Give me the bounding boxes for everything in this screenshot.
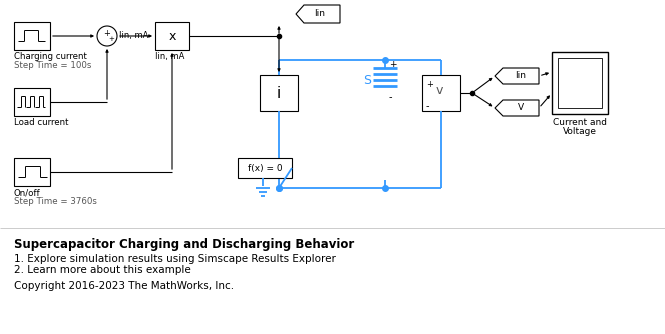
Text: f(x) = 0: f(x) = 0	[247, 164, 283, 172]
Text: Voltage: Voltage	[563, 127, 597, 136]
Text: Iin, mA: Iin, mA	[119, 31, 148, 40]
Text: Step Time = 100s: Step Time = 100s	[14, 61, 91, 70]
Text: +: +	[389, 60, 396, 69]
Text: Iin: Iin	[315, 9, 325, 18]
Text: x: x	[168, 29, 176, 42]
Text: v: v	[436, 85, 443, 98]
Bar	[422, 75, 460, 111]
Bar	[260, 75, 298, 111]
Text: Iin, mA: Iin, mA	[155, 52, 184, 61]
Text: -: -	[389, 92, 392, 102]
Text: Charging current: Charging current	[14, 52, 87, 61]
Bar	[14, 158, 50, 186]
Text: +: +	[103, 29, 110, 38]
Polygon shape	[495, 68, 539, 84]
Polygon shape	[296, 5, 340, 23]
Text: Current and: Current and	[553, 118, 607, 127]
Text: Iin: Iin	[515, 71, 527, 80]
Text: Supercapacitor Charging and Discharging Behavior: Supercapacitor Charging and Discharging …	[14, 238, 354, 251]
Text: i: i	[277, 86, 281, 101]
Text: V: V	[518, 104, 524, 113]
Text: Load current: Load current	[14, 118, 68, 127]
Bar	[155, 22, 189, 50]
Text: +: +	[426, 80, 433, 89]
Bar	[14, 88, 50, 116]
Text: -: -	[426, 101, 430, 111]
Text: On/off: On/off	[14, 188, 41, 197]
Text: +: +	[108, 36, 114, 42]
Bar	[552, 52, 608, 114]
Text: 1. Explore simulation results using Simscape Results Explorer: 1. Explore simulation results using Sims…	[14, 254, 336, 264]
Text: Copyright 2016-2023 The MathWorks, Inc.: Copyright 2016-2023 The MathWorks, Inc.	[14, 281, 234, 291]
Text: Step Time = 3760s: Step Time = 3760s	[14, 197, 97, 206]
Text: S: S	[363, 74, 371, 87]
Polygon shape	[495, 100, 539, 116]
Bar	[14, 22, 50, 50]
Bar	[558, 58, 602, 108]
Text: 2. Learn more about this example: 2. Learn more about this example	[14, 265, 191, 275]
Bar	[238, 158, 292, 178]
